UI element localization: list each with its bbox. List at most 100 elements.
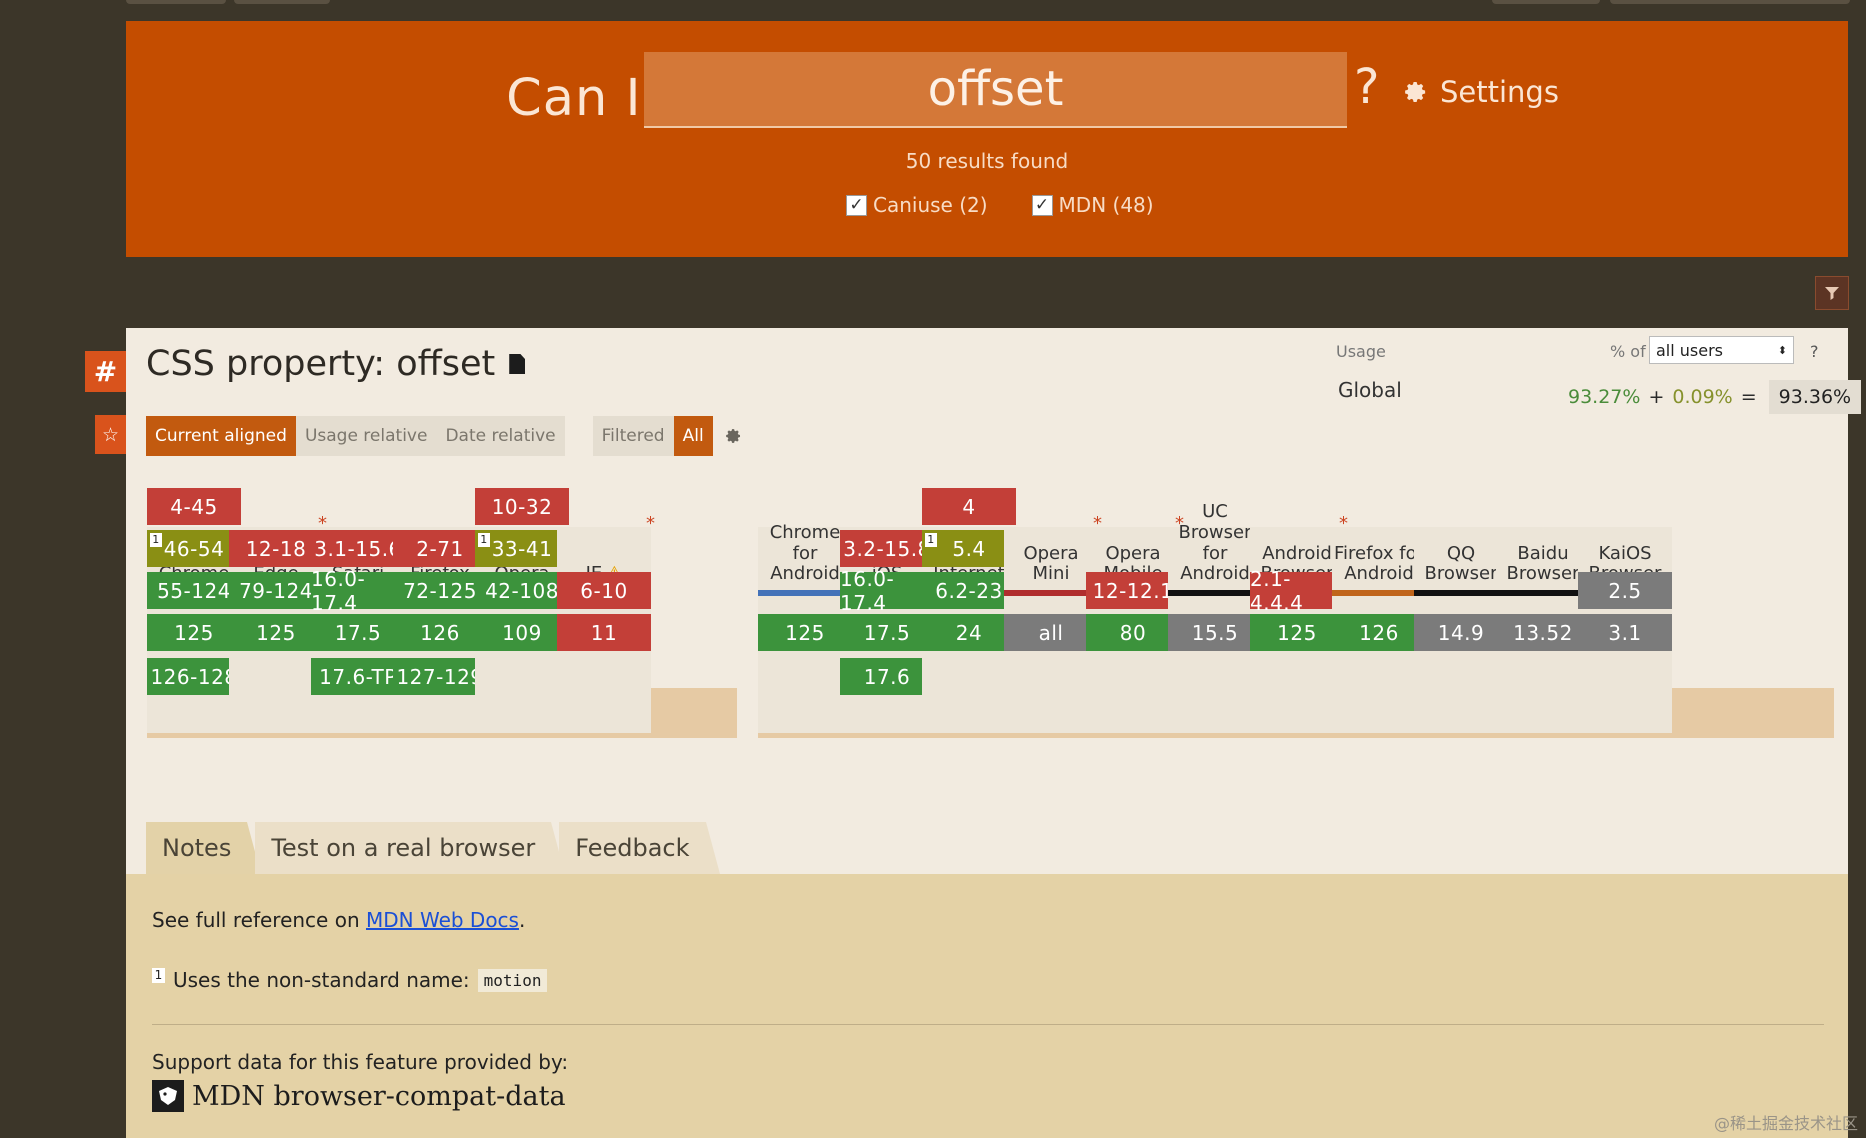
partial-percent: 0.09% [1672,386,1733,408]
version-range: 12-18 [245,536,307,561]
version-range: 2.5 [1608,578,1642,603]
support-cell[interactable]: 17.5 [840,614,934,651]
equals-sign: = [1740,386,1757,408]
help-button[interactable]: ? [1354,59,1380,115]
all-toggle[interactable]: All [673,416,713,456]
support-cell[interactable]: 125 [147,614,241,651]
date-relative-toggle[interactable]: Date relative [436,416,565,456]
support-cell[interactable]: 2.5 [1578,572,1672,609]
support-cell[interactable]: 16.0-17.4 [840,567,934,615]
support-cell[interactable]: 24 [922,614,1016,651]
support-cell[interactable]: 79-124 [229,572,323,609]
note-marker: 1 [925,533,937,547]
support-cell[interactable]: 33-41 1 [475,530,569,567]
usage-region: Global [1338,378,1402,402]
filter-toggle-button[interactable] [1815,276,1849,310]
browser-header[interactable]: Opera Mini * [1004,470,1102,596]
support-cell[interactable]: 126 [1332,614,1426,651]
support-cell[interactable]: 5.4 1 [922,530,1016,567]
gear-icon [725,429,740,443]
support-cell[interactable]: 14.9 [1414,614,1508,651]
usage-relative-toggle[interactable]: Usage relative [295,416,437,456]
support-cell[interactable]: 125 [758,614,852,651]
users-select[interactable]: all users ⬍ [1649,336,1794,364]
browser-header[interactable]: Baidu Browser [1496,470,1590,596]
support-cell[interactable]: 3.2-15.8 [840,530,934,567]
version-range: 33-41 [491,536,553,561]
total-percent: 93.36% [1768,380,1862,414]
support-cell[interactable]: 3.1 [1578,614,1672,651]
version-range: 126 [420,620,460,645]
divider [152,1024,1824,1025]
settings-button[interactable]: Settings [1402,75,1559,109]
support-cell[interactable]: 4-45 [147,488,241,525]
support-cell[interactable]: 11 [557,614,651,651]
feature-anchor-link[interactable]: # [85,351,126,392]
support-cell[interactable]: 72-125 [393,572,487,609]
results-count: 50 results found [905,149,1069,173]
support-cell[interactable]: 55-124 [147,572,241,609]
support-cell[interactable]: 3.1-15.6 [311,530,405,567]
version-range: 13.52 [1513,620,1573,645]
browser-header[interactable]: Firefox for Android [1332,470,1426,596]
current-aligned-toggle[interactable]: Current aligned [146,416,296,456]
table-settings-button[interactable] [713,416,753,456]
support-cell[interactable]: 46-54 1 [147,530,241,567]
support-cell[interactable]: 16.0-17.4 [311,567,405,615]
version-range: 6-10 [580,578,628,603]
search-header: Can I use ? Settings 50 results found ✓ … [126,21,1848,257]
support-cell[interactable]: all [1004,614,1098,651]
support-cell[interactable]: 13.52 [1496,614,1590,651]
support-cell[interactable]: 127-129 [393,658,487,695]
reference-suffix: . [518,908,526,932]
support-cell[interactable]: 12-12.1 [1086,572,1180,609]
mdn-bcd-label: MDN browser-compat-data [192,1080,566,1112]
version-range: 125 [256,620,296,645]
browser-header[interactable]: QQ Browser [1414,470,1508,596]
support-cell[interactable]: 17.6-TP [311,658,405,695]
support-cell[interactable]: 6-10 [557,572,651,609]
caniuse-filter-checkbox[interactable]: ✓ Caniuse (2) [846,193,988,217]
version-range: 3.1 [1608,620,1642,645]
search-input[interactable] [644,52,1347,128]
version-range: 126-128 [150,664,238,689]
mdn-bcd-credit[interactable]: MDN browser-compat-data [152,1080,566,1112]
support-cell[interactable]: 15.5 [1168,614,1262,651]
browser-name: Chrome for Android [769,521,841,585]
support-cell[interactable]: 109 [475,614,569,651]
footnote-1: 1 Uses the non-standard name: motion [152,968,548,992]
provided-by-text: Support data for this feature provided b… [152,1050,569,1074]
support-cell[interactable]: 2.1-4.4.4 [1250,567,1344,615]
document-icon[interactable] [509,354,526,374]
support-cell[interactable]: 125 [1250,614,1344,651]
version-range: 6.2-23 [935,578,1003,603]
reference-prefix: See full reference on [152,908,366,932]
support-cell[interactable]: 125 [229,614,323,651]
star-icon[interactable]: ☆ [95,415,126,454]
filtered-toggle[interactable]: Filtered [592,416,674,456]
browser-header[interactable]: UC Browser for Android [1168,470,1262,596]
support-cell[interactable]: 126 [393,614,487,651]
support-cell[interactable]: 42-108 [475,572,569,609]
support-cell[interactable]: 12-18 [229,530,323,567]
support-cell[interactable]: 6.2-23 [922,572,1016,609]
tab-notes[interactable]: Notes [146,822,262,874]
mdn-filter-checkbox[interactable]: ✓ MDN (48) [1031,193,1154,217]
top-tab-stub [234,0,330,4]
support-cell[interactable]: 17.6 [840,658,934,695]
tab-feedback[interactable]: Feedback [559,822,720,874]
partial-data-asterisk: * [646,513,655,534]
support-cell[interactable]: 4 [922,488,1016,525]
support-cell[interactable]: 126-128 [147,658,241,695]
tab-test-real-browser[interactable]: Test on a real browser [255,822,566,874]
feature-title: CSS property: offset [146,344,496,384]
browser-header[interactable]: Chrome for Android [758,470,852,596]
mdn-web-docs-link[interactable]: MDN Web Docs [365,908,519,932]
support-cell[interactable]: 17.5 [311,614,405,651]
support-cell[interactable]: 80 [1086,614,1180,651]
usage-help-button[interactable]: ? [1810,342,1819,361]
browser-color-bar [1414,590,1508,596]
browser-color-bar [1496,590,1590,596]
support-cell[interactable]: 2-71 [393,530,487,567]
support-cell[interactable]: 10-32 [475,488,569,525]
